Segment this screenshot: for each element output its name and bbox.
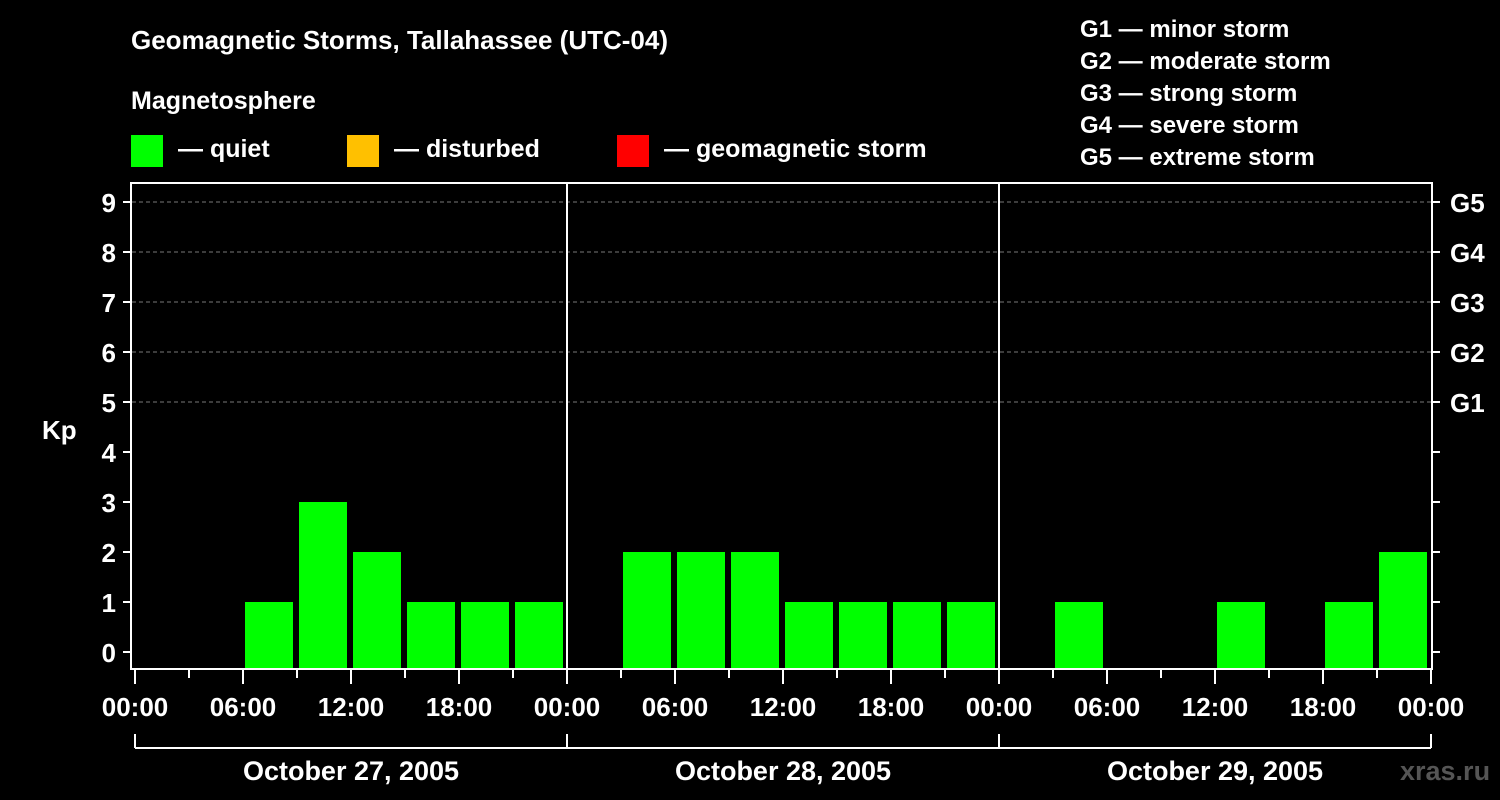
x-tick-label-6: 06:00: [642, 692, 709, 722]
day-label-3: October 29, 2005: [1107, 756, 1323, 786]
y-tick-label-8: 8: [102, 238, 116, 268]
day-dividers: [566, 183, 1000, 669]
bar-11: [677, 552, 725, 668]
g-label-g2: G2: [1450, 338, 1485, 368]
x-tick-label-9: 00:00: [966, 692, 1033, 722]
x-tick-label-11: 12:00: [1182, 692, 1249, 722]
bar-3: [245, 602, 293, 668]
g-label-g5: G5: [1450, 188, 1485, 218]
x-tick-label-3: 12:00: [318, 692, 385, 722]
legend-label-2: — disturbed: [394, 135, 540, 163]
storm-scale-item-3: G3 — strong storm: [1080, 80, 1297, 107]
storm-scale-item-4: G4 — severe storm: [1080, 112, 1299, 139]
watermark: xras.ru: [1400, 756, 1490, 786]
legend-label-3: — geomagnetic storm: [664, 135, 927, 163]
bar-15: [893, 602, 941, 668]
bar-18: [1055, 602, 1103, 668]
storm-scale-item-1: G1 — minor storm: [1080, 16, 1289, 43]
bars: [245, 502, 1427, 668]
bar-13: [785, 602, 833, 668]
bar-12: [731, 552, 779, 668]
bar-21: [1217, 602, 1265, 668]
x-tick-label-5: 00:00: [534, 692, 601, 722]
x-axis: 00:00 06:00 12:00 18:00 00:00 06:00 12:00 18:00…: [102, 669, 1465, 722]
legend-swatch-2: [347, 135, 379, 167]
bar-5: [353, 552, 401, 668]
y-tick-label-9: 9: [102, 188, 116, 218]
storm-scale-item-5: G5 — extreme storm: [1080, 144, 1315, 171]
bar-16: [947, 602, 995, 668]
bar-8: [515, 602, 563, 668]
x-tick-label-10: 06:00: [1074, 692, 1141, 722]
bar-4: [299, 502, 347, 668]
y-tick-label-0: 0: [102, 638, 116, 668]
legend-title: Magnetosphere: [131, 87, 316, 115]
bar-7: [461, 602, 509, 668]
legend-label-1: — quiet: [178, 135, 270, 163]
bar-23: [1325, 602, 1373, 668]
day-label-2: October 28, 2005: [675, 756, 891, 786]
day-axis: October 27, 2005 October 28, 2005 October …: [134, 734, 1432, 786]
x-tick-label-2: 06:00: [210, 692, 277, 722]
y-axis: 0 1 2 3 4 5 6 7 8 9: [102, 188, 1440, 668]
storm-scale-item-2: G2 — moderate storm: [1080, 48, 1331, 75]
g-label-g3: G3: [1450, 288, 1485, 318]
x-tick-label-4: 18:00: [426, 692, 493, 722]
x-tick-label-13: 00:00: [1398, 692, 1465, 722]
bar-14: [839, 602, 887, 668]
g-scale-axis: G1 G2 G3 G4 G5: [1450, 188, 1485, 418]
g-label-g4: G4: [1450, 238, 1485, 268]
bar-6: [407, 602, 455, 668]
x-tick-label-12: 18:00: [1290, 692, 1357, 722]
chart-title: Geomagnetic Storms, Tallahassee (UTC-04): [131, 25, 668, 55]
y-tick-label-7: 7: [102, 288, 116, 318]
grid-lines: [132, 201, 1431, 403]
x-tick-label-7: 12:00: [750, 692, 817, 722]
legend: — quiet — disturbed — geomagnetic storm: [131, 135, 927, 167]
day-label-1: October 27, 2005: [243, 756, 459, 786]
g-label-g1: G1: [1450, 388, 1485, 418]
y-tick-label-3: 3: [102, 488, 116, 518]
y-axis-label: Kp: [42, 415, 77, 445]
bar-24: [1379, 552, 1427, 668]
legend-swatch-3: [617, 135, 649, 167]
storm-scale-list: G1 — minor storm G2 — moderate storm G3 — …: [1080, 16, 1331, 171]
legend-swatch-1: [131, 135, 163, 167]
y-tick-label-6: 6: [102, 338, 116, 368]
x-tick-label-1: 00:00: [102, 692, 169, 722]
y-tick-label-1: 1: [102, 588, 116, 618]
plot-frame: [130, 182, 1433, 670]
y-tick-label-5: 5: [102, 388, 116, 418]
bar-10: [623, 552, 671, 668]
x-tick-label-8: 18:00: [858, 692, 925, 722]
y-tick-label-4: 4: [102, 438, 117, 468]
y-tick-label-2: 2: [102, 538, 116, 568]
